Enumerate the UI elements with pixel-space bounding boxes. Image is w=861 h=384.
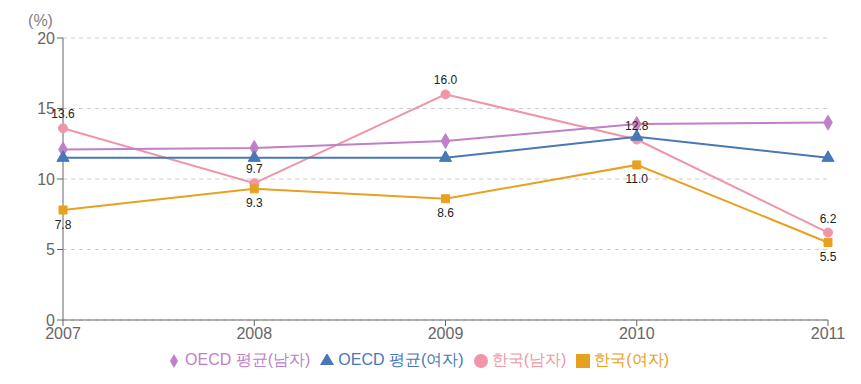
svg-text:9.7: 9.7 bbox=[246, 162, 263, 176]
svg-text:2008: 2008 bbox=[236, 325, 272, 342]
svg-text:7.8: 7.8 bbox=[55, 218, 72, 232]
html-text:한국(남자): 한국(남자) bbox=[491, 351, 567, 368]
svg-text:15: 15 bbox=[37, 100, 55, 118]
svg-text:2007: 2007 bbox=[45, 325, 81, 343]
svg-text:6.2: 6.2 bbox=[820, 212, 837, 226]
html-text:OECD 평균(남자): OECD 평균(남자) bbox=[185, 351, 311, 368]
svg-text:12.8: 12.8 bbox=[625, 119, 649, 133]
svg-text:8.6: 8.6 bbox=[437, 206, 454, 220]
svg-text:(%): (%) bbox=[28, 12, 53, 29]
html-text:한국(여자): 한국(여자) bbox=[594, 351, 669, 368]
svg-text:10: 10 bbox=[37, 171, 55, 188]
svg-text:0: 0 bbox=[46, 312, 55, 329]
svg-text:9.3: 9.3 bbox=[246, 196, 263, 210]
svg-text:16.0: 16.0 bbox=[434, 73, 458, 87]
html-text:OECD 평균(여자): OECD 평균(여자) bbox=[338, 351, 464, 368]
svg-text:5.5: 5.5 bbox=[820, 250, 837, 264]
svg-text:2009: 2009 bbox=[428, 325, 464, 342]
svg-text:5: 5 bbox=[46, 241, 55, 258]
svg-text:2010: 2010 bbox=[619, 325, 655, 342]
svg-text:11.0: 11.0 bbox=[626, 172, 649, 186]
svg-text:13.6: 13.6 bbox=[51, 107, 75, 121]
svg-text:20: 20 bbox=[37, 30, 55, 47]
svg-text:2011: 2011 bbox=[811, 325, 846, 342]
